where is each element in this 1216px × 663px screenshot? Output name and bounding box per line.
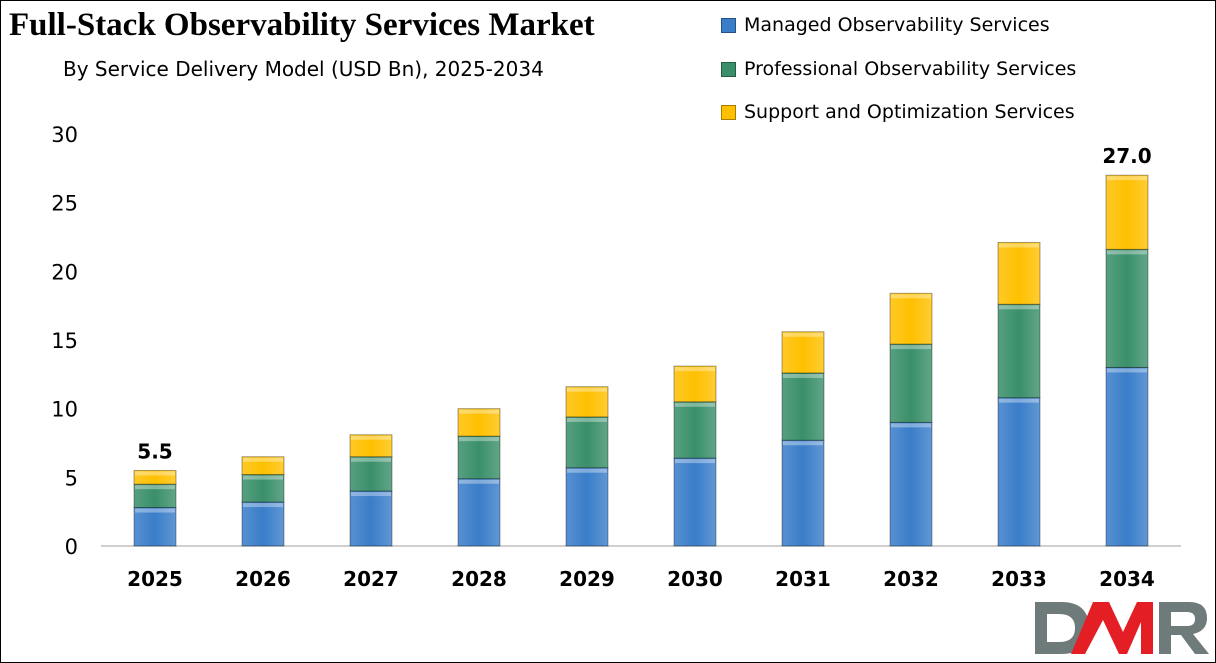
bar-segment-support-2031	[781, 331, 825, 374]
bar-segment-highlight	[135, 485, 175, 490]
bar-segment-highlight	[243, 457, 283, 462]
y-tick-label: 5	[65, 466, 78, 490]
y-tick-label: 10	[51, 398, 78, 422]
bar-segment-highlight	[1107, 176, 1147, 181]
bar-segment-highlight	[891, 345, 931, 350]
bar-segment-professional-2032	[889, 343, 933, 423]
legend-swatch-professional	[721, 61, 736, 77]
bar-segment-professional-2031	[781, 372, 825, 441]
bar-segment-support-2026	[241, 456, 285, 476]
legend-swatch-support	[721, 104, 736, 120]
legend-label: Professional Observability Services	[744, 58, 1077, 80]
bar-segment-highlight	[783, 332, 823, 337]
bar-segment-managed-2030	[673, 457, 717, 547]
bar-segment-managed-2033	[997, 397, 1041, 547]
bar-segment-highlight	[135, 508, 175, 513]
bar-segment-highlight	[783, 373, 823, 378]
legend-label: Managed Observability Services	[744, 14, 1050, 36]
bar-segment-professional-2026	[241, 474, 285, 503]
bar-segment-highlight	[999, 305, 1039, 310]
bar-segment-support-2028	[457, 408, 501, 437]
chart-title: Full-Stack Observability Services Market	[9, 7, 595, 43]
x-tick-label: 2030	[667, 567, 723, 591]
y-tick-label: 0	[65, 535, 78, 559]
bar-segment-support-2032	[889, 292, 933, 345]
bar-segment-highlight	[351, 457, 391, 462]
bar-segment-highlight	[459, 437, 499, 442]
x-tick-label: 2026	[235, 567, 291, 591]
bar-segment-highlight	[567, 468, 607, 473]
data-label: 5.5	[137, 439, 172, 463]
chart-subtitle: By Service Delivery Model (USD Bn), 2025…	[63, 57, 544, 81]
bar-segment-professional-2033	[997, 303, 1041, 399]
bar-segment-highlight	[135, 471, 175, 476]
bar-segment-highlight	[351, 492, 391, 497]
bar-segment-support-2033	[997, 241, 1041, 305]
bar-segment-highlight	[675, 367, 715, 372]
bar-segment-highlight	[999, 398, 1039, 403]
bar-segment-highlight	[243, 475, 283, 480]
legend-item-professional: Professional Observability Services	[721, 58, 1076, 80]
bar-segment-highlight	[1107, 250, 1147, 255]
bar-segment-support-2025	[133, 469, 177, 485]
bar-segment-professional-2027	[349, 456, 393, 492]
bar-segment-highlight	[459, 409, 499, 414]
dmr-logo	[1035, 602, 1209, 654]
x-tick-label: 2025	[127, 567, 183, 591]
bar-segment-managed-2027	[349, 490, 393, 547]
legend-item-support: Support and Optimization Services	[721, 101, 1075, 123]
bar-segment-managed-2026	[241, 501, 285, 547]
legend-swatch-managed	[721, 17, 736, 33]
bar-segment-managed-2025	[133, 507, 177, 547]
bar-segment-managed-2034	[1105, 366, 1149, 547]
y-tick-label: 15	[51, 329, 78, 353]
x-tick-label: 2027	[343, 567, 399, 591]
bar-segment-professional-2034	[1105, 248, 1149, 368]
bar-segment-managed-2032	[889, 421, 933, 547]
bar-segment-highlight	[675, 402, 715, 407]
bar-segment-professional-2028	[457, 435, 501, 480]
legend-item-managed: Managed Observability Services	[721, 14, 1050, 36]
bar-segment-support-2027	[349, 434, 393, 458]
bar-segment-support-2030	[673, 365, 717, 403]
x-tick-label: 2034	[1099, 567, 1155, 591]
bar-segment-highlight	[891, 294, 931, 299]
bar-segment-highlight	[351, 435, 391, 440]
x-tick-label: 2028	[451, 567, 507, 591]
x-tick-label: 2029	[559, 567, 615, 591]
data-label: 27.0	[1102, 144, 1151, 168]
bar-segment-highlight	[783, 441, 823, 446]
bar-segment-highlight	[567, 417, 607, 422]
bar-segment-highlight	[1107, 368, 1147, 373]
bar-segment-highlight	[567, 387, 607, 392]
bar-segment-managed-2028	[457, 478, 501, 547]
bar-segment-highlight	[999, 243, 1039, 248]
x-tick-label: 2033	[991, 567, 1047, 591]
bar-segment-highlight	[243, 503, 283, 508]
bar-segment-highlight	[459, 479, 499, 484]
bar-segment-highlight	[675, 459, 715, 464]
y-tick-label: 25	[51, 192, 78, 216]
legend-label: Support and Optimization Services	[744, 101, 1075, 123]
bar-segment-highlight	[891, 423, 931, 428]
bar-segment-managed-2031	[781, 439, 825, 547]
bar-segment-professional-2029	[565, 416, 609, 469]
bar-segment-managed-2029	[565, 467, 609, 547]
y-tick-label: 30	[51, 123, 78, 147]
bar-segment-professional-2030	[673, 401, 717, 459]
bar-segment-support-2029	[565, 386, 609, 418]
x-tick-label: 2031	[775, 567, 831, 591]
y-tick-label: 20	[51, 260, 78, 284]
bar-segment-support-2034	[1105, 174, 1149, 250]
x-tick-label: 2032	[883, 567, 939, 591]
